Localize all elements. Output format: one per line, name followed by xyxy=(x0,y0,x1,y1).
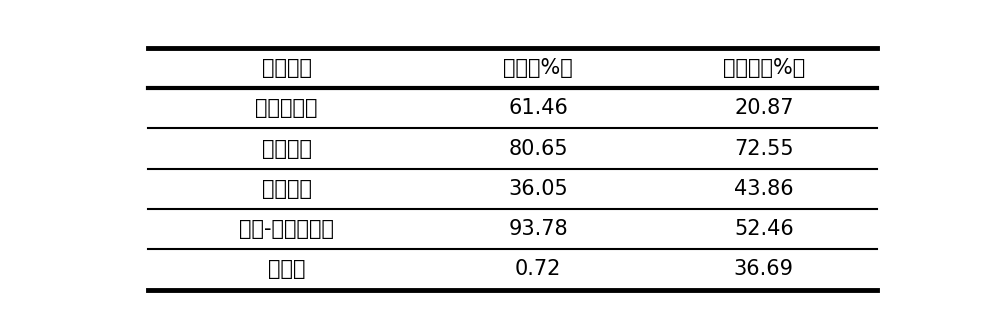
Text: 36.05: 36.05 xyxy=(508,179,568,199)
Text: 52.46: 52.46 xyxy=(734,219,794,239)
Text: 93.78: 93.78 xyxy=(508,219,568,239)
Text: 稀土精矿: 稀土精矿 xyxy=(262,179,312,199)
Text: 61.46: 61.46 xyxy=(508,98,568,118)
Text: 焙烧-弱磁铁产品: 焙烧-弱磁铁产品 xyxy=(239,219,334,239)
Text: 72.55: 72.55 xyxy=(734,139,794,159)
Text: 铌精矿: 铌精矿 xyxy=(268,260,305,280)
Text: 36.69: 36.69 xyxy=(734,260,794,280)
Text: 磁性铁精矿: 磁性铁精矿 xyxy=(255,98,318,118)
Text: 品位（%）: 品位（%） xyxy=(503,58,573,78)
Text: 回收率（%）: 回收率（%） xyxy=(723,58,805,78)
Text: 80.65: 80.65 xyxy=(508,139,568,159)
Text: 20.87: 20.87 xyxy=(734,98,794,118)
Text: 产品名称: 产品名称 xyxy=(262,58,312,78)
Text: 0.72: 0.72 xyxy=(515,260,561,280)
Text: 43.86: 43.86 xyxy=(734,179,794,199)
Text: 萤石精矿: 萤石精矿 xyxy=(262,139,312,159)
